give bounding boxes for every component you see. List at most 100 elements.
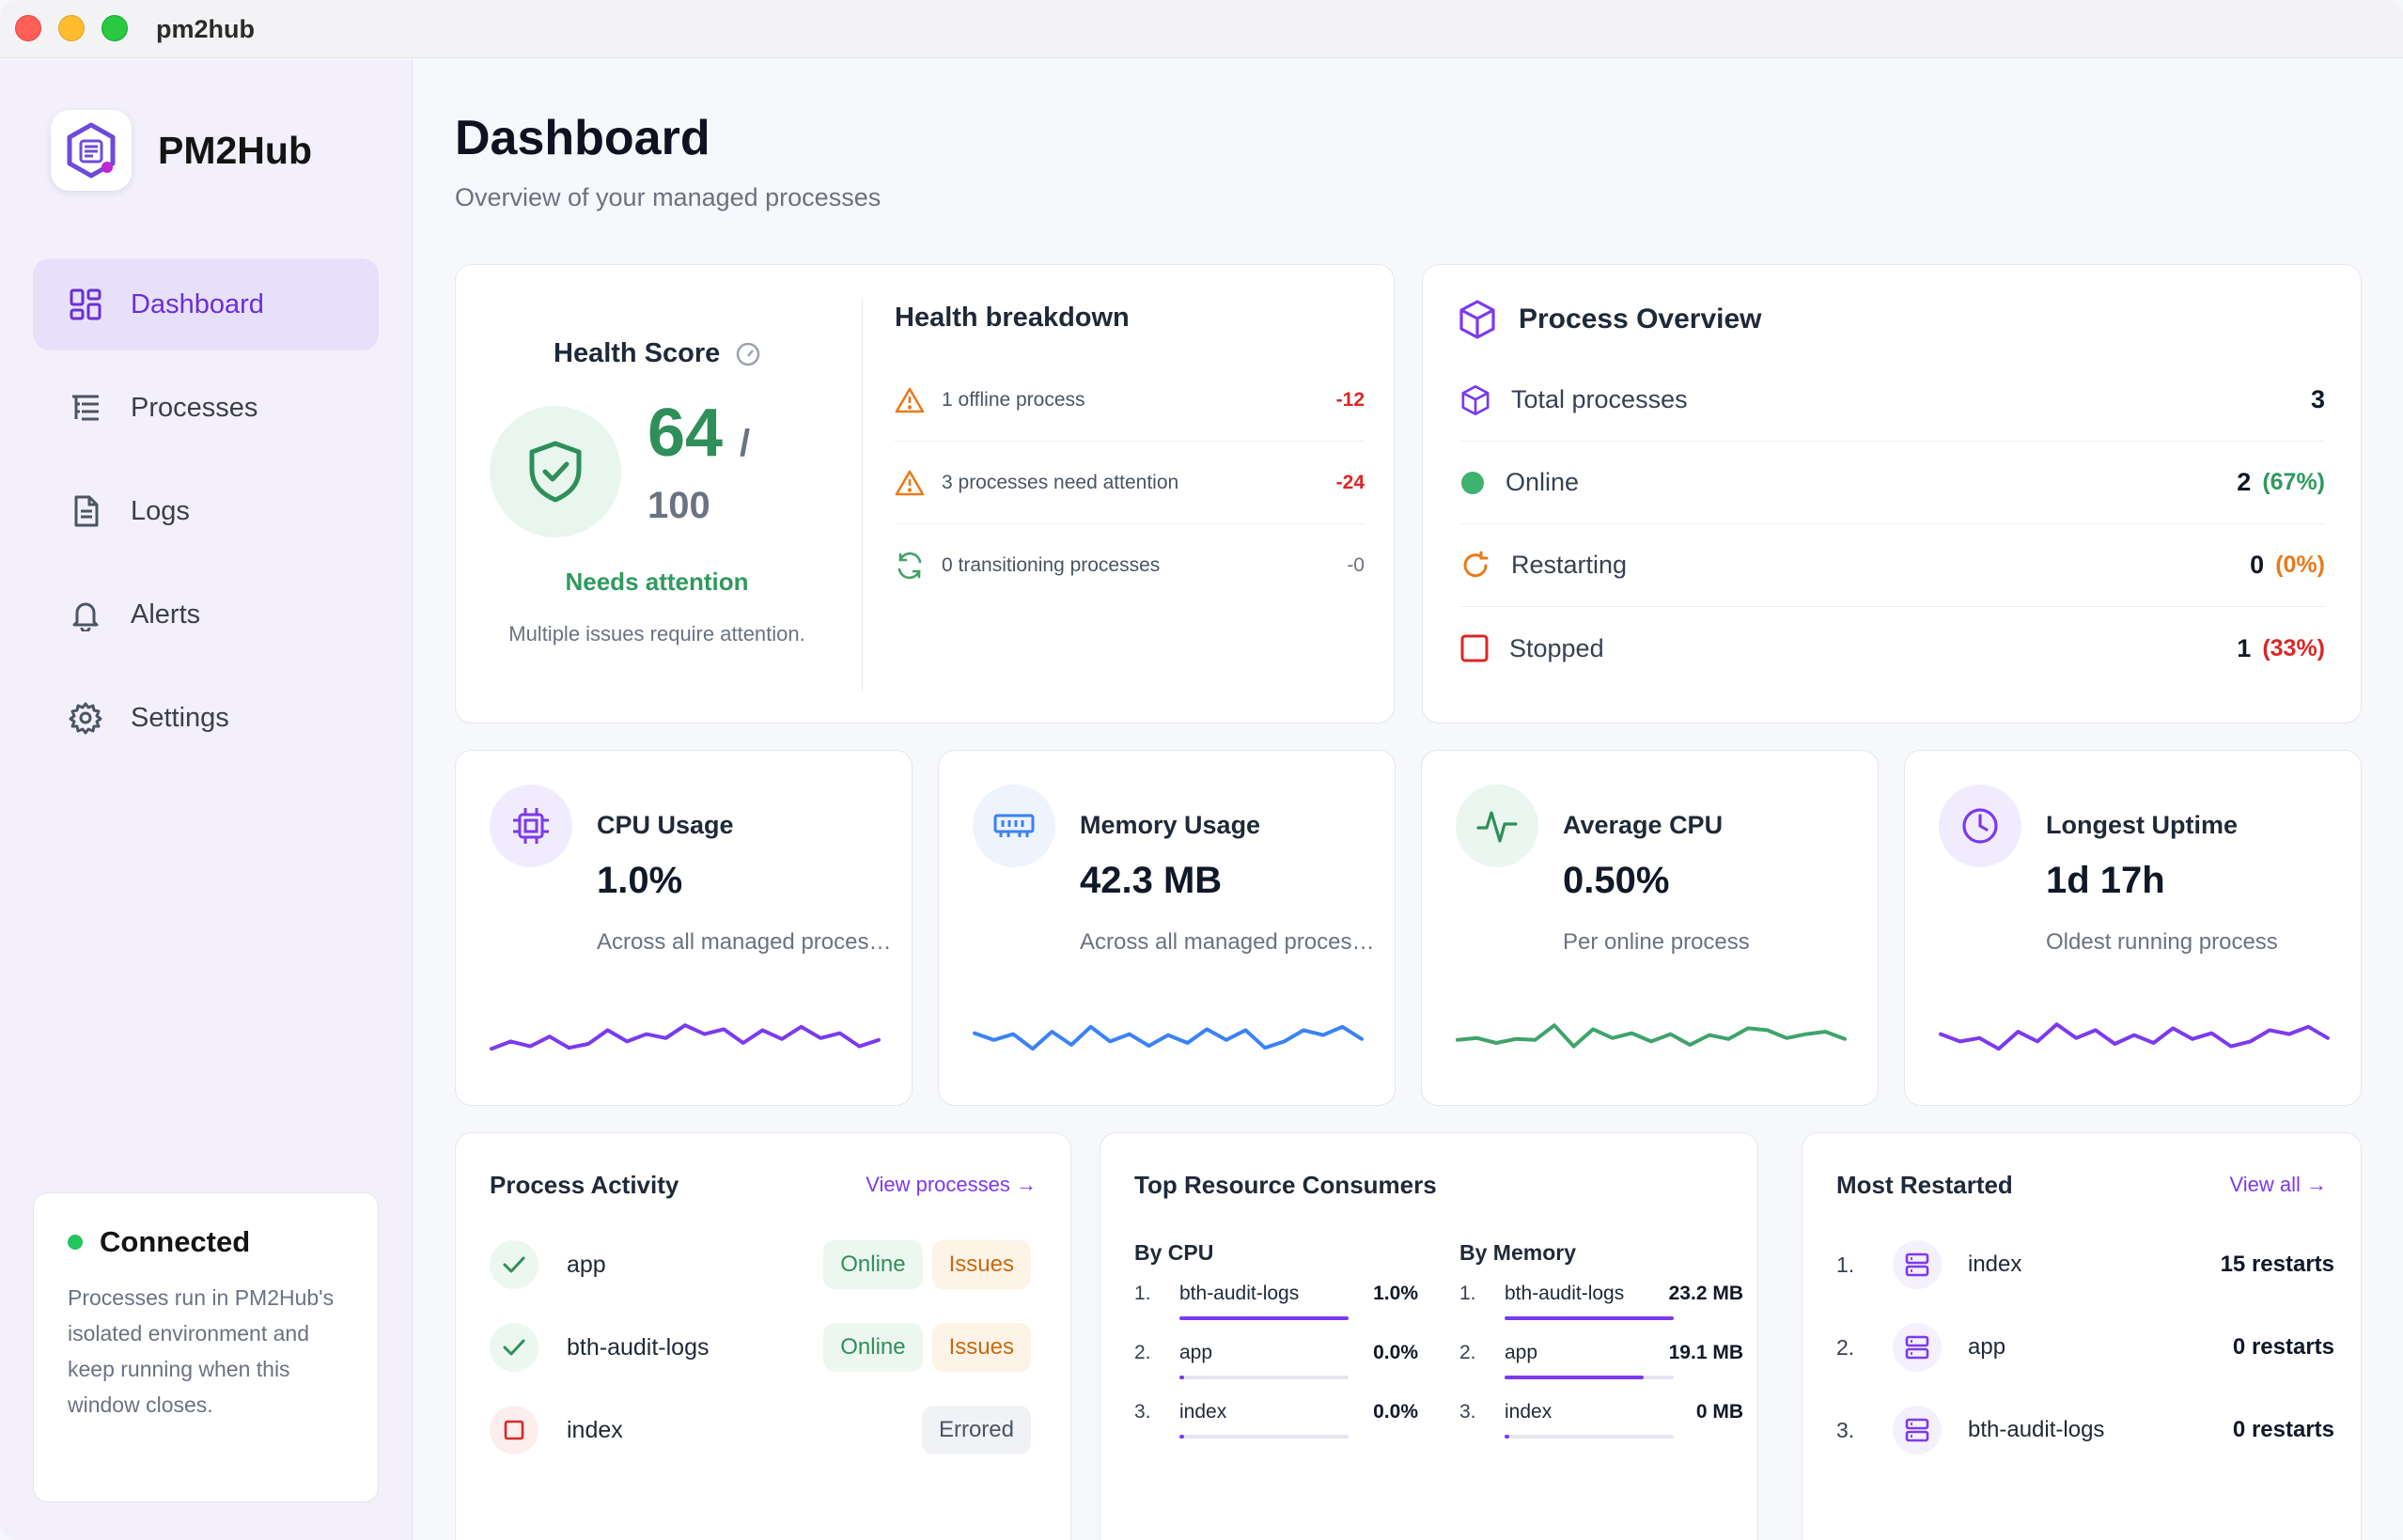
table-row[interactable]: 2. app 0.0% bbox=[1134, 1332, 1418, 1392]
brand-name: PM2Hub bbox=[158, 128, 312, 172]
table-row[interactable]: 1. bth-audit-logs 23.2 MB bbox=[1459, 1273, 1743, 1332]
process-name: app bbox=[567, 1251, 606, 1278]
sparkline-line bbox=[1456, 1023, 1847, 1049]
usage-bar bbox=[1179, 1316, 1349, 1320]
breakdown-value: -24 bbox=[1335, 471, 1365, 493]
process-name: index bbox=[1179, 1401, 1227, 1423]
rank: 3. bbox=[1134, 1401, 1151, 1423]
metric-subtitle: Per online process bbox=[1563, 929, 1750, 955]
view-processes-link[interactable]: View processes → bbox=[866, 1173, 1037, 1196]
metric-value: 1d 17h bbox=[2046, 860, 2165, 901]
usage-bar bbox=[1179, 1435, 1349, 1439]
dashboard-icon bbox=[67, 286, 104, 323]
brand[interactable]: PM2Hub bbox=[51, 110, 312, 191]
sidebar-item-alerts[interactable]: Alerts bbox=[33, 568, 379, 661]
sidebar-item-label: Settings bbox=[131, 702, 229, 733]
usage-value: 0 MB bbox=[1695, 1401, 1743, 1423]
sidebar-item-dashboard[interactable]: Dashboard bbox=[33, 258, 379, 350]
zoom-window-button[interactable] bbox=[101, 15, 128, 41]
rank: 1. bbox=[1134, 1283, 1151, 1304]
window-title: pm2hub bbox=[156, 15, 255, 43]
process-overview-card: Process Overview Total processes 3 Onlin… bbox=[1422, 264, 2362, 723]
rank: 1. bbox=[1459, 1283, 1476, 1304]
sidebar-item-processes[interactable]: Processes bbox=[33, 362, 379, 454]
most-restarted-title: Most Restarted bbox=[1836, 1171, 2013, 1199]
sidebar-item-label: Processes bbox=[131, 392, 258, 423]
view-all-link[interactable]: View all → bbox=[2229, 1173, 2327, 1196]
overview-label: Online bbox=[1506, 468, 1580, 496]
overview-value: 1 bbox=[2237, 633, 2252, 662]
process-overview-header: Process Overview bbox=[1459, 299, 1762, 340]
stop-square-icon bbox=[1460, 634, 1489, 662]
uptime-sparkline bbox=[1939, 1022, 2330, 1051]
metric-title: CPU Usage bbox=[597, 811, 734, 839]
process-name: index bbox=[1505, 1401, 1553, 1423]
restart-count: 0 restarts bbox=[2232, 1334, 2334, 1360]
list-item[interactable]: 1. index 15 restarts bbox=[1836, 1223, 2334, 1306]
restart-icon bbox=[1463, 551, 1489, 577]
rank: 1. bbox=[1836, 1252, 1855, 1277]
overview-row-restarting[interactable]: Restarting 0 (0%) bbox=[1460, 524, 2325, 607]
process-activity-card: Process Activity View processes → app On… bbox=[455, 1132, 1071, 1540]
average-cpu-sparkline bbox=[1456, 1023, 1847, 1049]
overview-percent: (0%) bbox=[2275, 552, 2325, 578]
table-row[interactable]: 1. bth-audit-logs 1.0% bbox=[1134, 1273, 1418, 1332]
minimize-window-button[interactable] bbox=[58, 15, 85, 41]
connection-description: Processes run in PM2Hub's isolated envir… bbox=[68, 1285, 335, 1417]
usage-bar-fill bbox=[1505, 1316, 1674, 1320]
sidebar-item-logs[interactable]: Logs bbox=[33, 465, 379, 557]
overview-row-total[interactable]: Total processes 3 bbox=[1460, 359, 2325, 442]
list-icon bbox=[67, 389, 104, 427]
metric-title: Memory Usage bbox=[1080, 811, 1261, 839]
table-row[interactable]: 3. index 0 MB bbox=[1459, 1392, 1743, 1451]
rank: 2. bbox=[1134, 1342, 1151, 1363]
restart-count: 15 restarts bbox=[2220, 1252, 2334, 1277]
status-dot-icon bbox=[68, 1235, 83, 1250]
metric-value: 0.50% bbox=[1563, 860, 1670, 901]
health-breakdown-row: 0 transitioning processes -0 bbox=[895, 524, 1365, 607]
list-item[interactable]: bth-audit-logs Online Issues bbox=[490, 1306, 1031, 1389]
overview-label: Restarting bbox=[1511, 551, 1628, 579]
clock-icon bbox=[1939, 785, 2021, 867]
connection-status-card: Connected Processes run in PM2Hub's isol… bbox=[33, 1192, 379, 1502]
restart-count: 0 restarts bbox=[2232, 1417, 2334, 1442]
usage-bar bbox=[1505, 1376, 1674, 1379]
metric-title: Longest Uptime bbox=[2046, 811, 2239, 839]
sidebar: PM2Hub Dashboard Processes Logs bbox=[0, 59, 413, 1540]
list-item[interactable]: index Errored bbox=[490, 1389, 1031, 1471]
sidebar-item-settings[interactable]: Settings bbox=[33, 672, 379, 764]
usage-value: 1.0% bbox=[1373, 1283, 1418, 1304]
overview-row-online[interactable]: Online 2 (67%) bbox=[1460, 442, 2325, 524]
overview-value: 2 bbox=[2237, 468, 2252, 496]
usage-bar-fill bbox=[1179, 1435, 1185, 1439]
health-status: Needs attention bbox=[565, 568, 749, 596]
usage-value: 0.0% bbox=[1373, 1401, 1418, 1423]
by-memory-heading: By Memory bbox=[1459, 1240, 1576, 1265]
process-name: app bbox=[1968, 1334, 2006, 1360]
usage-bar-fill bbox=[1179, 1316, 1349, 1320]
status-badge-errored: Errored bbox=[921, 1406, 1031, 1454]
close-window-button[interactable] bbox=[15, 15, 41, 41]
by-memory-column: By Memory 1. bth-audit-logs 23.2 MB 2. a… bbox=[1459, 1240, 1743, 1451]
metric-title: Average CPU bbox=[1563, 811, 1724, 839]
overview-row-stopped[interactable]: Stopped 1 (33%) bbox=[1460, 607, 2325, 690]
sparkline-line bbox=[973, 1024, 1364, 1051]
warning-icon bbox=[895, 470, 925, 495]
health-score-label: Health Score bbox=[554, 338, 721, 368]
list-item[interactable]: 2. app 0 restarts bbox=[1836, 1306, 2334, 1389]
rank: 2. bbox=[1459, 1342, 1476, 1363]
list-item[interactable]: 3. bth-audit-logs 0 restarts bbox=[1836, 1389, 2334, 1471]
list-item[interactable]: app Online Issues bbox=[490, 1223, 1031, 1306]
usage-bar bbox=[1505, 1435, 1674, 1439]
table-row[interactable]: 2. app 19.1 MB bbox=[1459, 1332, 1743, 1392]
health-breakdown-row: 1 offline process -12 bbox=[895, 359, 1365, 442]
top-resource-consumers-title: Top Resource Consumers bbox=[1134, 1171, 1437, 1199]
usage-bar-fill bbox=[1505, 1435, 1510, 1439]
activity-icon bbox=[1456, 785, 1538, 867]
document-icon bbox=[67, 492, 104, 530]
server-icon bbox=[1893, 1323, 1942, 1372]
by-cpu-heading: By CPU bbox=[1134, 1240, 1214, 1265]
usage-value: 23.2 MB bbox=[1668, 1283, 1743, 1304]
table-row[interactable]: 3. index 0.0% bbox=[1134, 1392, 1418, 1451]
overview-label: Total processes bbox=[1511, 385, 1688, 413]
